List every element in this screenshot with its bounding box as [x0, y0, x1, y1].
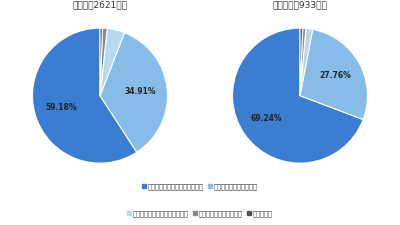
Wedge shape [300, 29, 368, 119]
Text: 34.91%: 34.91% [124, 87, 156, 96]
Title: 福祉施設（933件）: 福祉施設（933件） [272, 0, 328, 9]
Wedge shape [232, 28, 363, 163]
Wedge shape [300, 28, 303, 96]
Legend: 経営の大きな負担になっている, 経営の負担になっている: 経営の大きな負担になっている, 経営の負担になっている [139, 180, 261, 192]
Wedge shape [100, 28, 107, 96]
Legend: それほど負担にはなっていない, 全く負担になっていない, 分からない: それほど負担にはなっていない, 全く負担になっていない, 分からない [124, 207, 276, 219]
Wedge shape [32, 28, 137, 163]
Wedge shape [300, 28, 313, 96]
Wedge shape [100, 29, 124, 96]
Text: 59.18%: 59.18% [46, 103, 77, 112]
Title: 全回答（2621件）: 全回答（2621件） [72, 0, 128, 9]
Wedge shape [300, 28, 306, 96]
Text: 69.24%: 69.24% [251, 114, 282, 123]
Text: 27.76%: 27.76% [320, 71, 351, 80]
Wedge shape [100, 33, 168, 152]
Wedge shape [100, 28, 102, 96]
